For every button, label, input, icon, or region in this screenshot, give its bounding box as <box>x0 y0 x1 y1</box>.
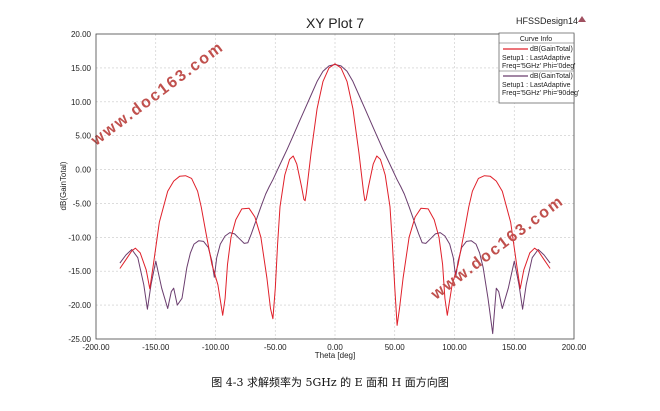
watermark-text: www.doc163.com <box>87 38 227 149</box>
y-tick-label: 0.00 <box>75 166 91 175</box>
legend-series-1-setup: Setup1 : LastAdaptive <box>502 55 571 62</box>
y-tick-label: 5.00 <box>75 132 91 141</box>
legend-series-1-name: dB(GainTotal) <box>530 46 573 53</box>
grid <box>96 34 574 339</box>
x-tick-label: -50.00 <box>264 343 287 352</box>
x-tick-label: 100.00 <box>442 343 467 352</box>
y-tick-label: -20.00 <box>68 301 91 310</box>
x-tick-label: 50.00 <box>385 343 406 352</box>
legend-box <box>498 32 575 104</box>
x-tick-label: 200.00 <box>562 343 587 352</box>
x-tick-label: -150.00 <box>142 343 170 352</box>
watermark: www.doc163.com www.doc163.com <box>87 38 567 303</box>
xy-plot: XY Plot 7 HFSSDesign14 www.doc163.com ww… <box>59 15 587 360</box>
x-tick-label: 0.00 <box>327 343 343 352</box>
legend-series-2-freq: Freq='5GHz' Phi='90deg' <box>502 90 579 97</box>
y-tick-label: 15.00 <box>71 64 92 73</box>
legend: Curve Info dB(GainTotal) Setup1 : LastAd… <box>498 32 579 104</box>
legend-title: Curve Info <box>520 36 552 43</box>
series-line-2 <box>119 64 551 335</box>
legend-series-1-freq: Freq='5GHz' Phi='0deg' <box>502 63 575 70</box>
design-marker-icon <box>578 16 586 22</box>
y-tick-label: 20.00 <box>71 30 92 39</box>
x-tick-label: -200.00 <box>82 343 110 352</box>
legend-series-2-name: dB(GainTotal) <box>530 73 573 80</box>
y-tick-label: -10.00 <box>68 233 91 242</box>
legend-series-2-setup: Setup1 : LastAdaptive <box>502 82 571 89</box>
plot-curves <box>119 63 551 335</box>
chart-title: XY Plot 7 <box>306 15 364 31</box>
x-tick-label: 150.00 <box>502 343 527 352</box>
tick-labels: -200.00 -150.00 -100.00 -50.00 0.00 50.00 100.… <box>68 30 586 352</box>
figure-caption: 图 4-3 求解频率为 5GHz 的 E 面和 H 面方向图 <box>211 376 449 389</box>
y-tick-label: -5.00 <box>73 199 92 208</box>
x-axis-label: Theta [deg] <box>315 351 355 360</box>
y-axis-label: dB(GainTotal) <box>59 161 68 210</box>
watermark-text: www.doc163.com <box>427 192 567 303</box>
series-line-1 <box>119 63 551 326</box>
design-name: HFSSDesign14 <box>516 16 578 26</box>
plot-frame <box>95 33 575 340</box>
x-tick-label: -100.00 <box>202 343 230 352</box>
y-tick-label: 10.00 <box>71 98 92 107</box>
y-tick-label: -25.00 <box>68 335 91 344</box>
y-tick-label: -15.00 <box>68 267 91 276</box>
